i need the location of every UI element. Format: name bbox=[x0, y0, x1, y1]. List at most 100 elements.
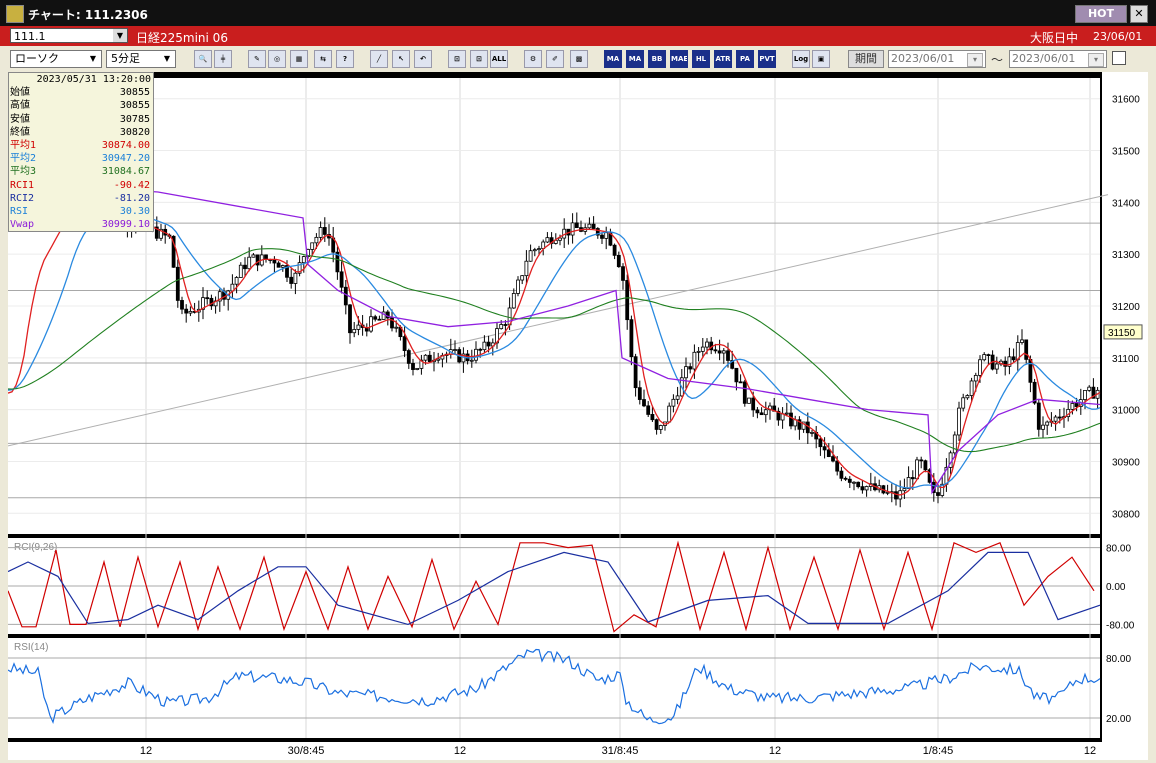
color-icon[interactable]: ▩ bbox=[570, 50, 588, 68]
candle-body bbox=[285, 265, 289, 278]
undo-icon[interactable]: ↶ bbox=[414, 50, 432, 68]
rsi-line bbox=[7, 648, 1101, 725]
candle-body bbox=[516, 279, 520, 294]
info-label: 平均1 bbox=[10, 140, 37, 152]
bb-button[interactable]: BB bbox=[648, 50, 666, 68]
code-select[interactable]: 111.1 ▼ bbox=[10, 28, 128, 43]
draw-line-icon[interactable]: ╱ bbox=[370, 50, 388, 68]
x-tick-label: 12 bbox=[769, 745, 781, 757]
tool-c-icon[interactable]: ▦ bbox=[290, 50, 308, 68]
candle-body bbox=[558, 237, 562, 241]
current-price-badge bbox=[1103, 324, 1143, 340]
date-from-value: 2023/06/01 bbox=[891, 52, 955, 65]
date-to-field[interactable]: 2023/06/01 ▾ bbox=[1009, 50, 1107, 68]
pvt-button[interactable]: PVT bbox=[758, 50, 776, 68]
candle-body bbox=[201, 297, 205, 310]
candle-body bbox=[1087, 386, 1092, 391]
tool-a-icon[interactable]: ✎ bbox=[248, 50, 266, 68]
candle-body bbox=[247, 256, 252, 270]
chevron-down-icon[interactable]: ▼ bbox=[113, 29, 127, 42]
session-date: 23/06/01 bbox=[1093, 30, 1143, 43]
candle-body bbox=[478, 348, 483, 351]
info-label: 高値 bbox=[10, 100, 30, 112]
candle-body bbox=[831, 456, 835, 462]
para-button[interactable]: PA bbox=[736, 50, 754, 68]
chevron-down-icon[interactable]: ▼ bbox=[163, 54, 171, 63]
info-value: 30999.10 bbox=[101, 219, 150, 231]
tool-b-icon[interactable]: ◎ bbox=[268, 50, 286, 68]
candle-body bbox=[789, 412, 793, 427]
candle-body bbox=[335, 251, 340, 273]
chart-type-select[interactable]: ローソク ▼ bbox=[10, 50, 102, 68]
candle-body bbox=[822, 446, 827, 451]
info-label: Vwap bbox=[10, 219, 35, 231]
rci1-line bbox=[7, 540, 1095, 633]
candle-body bbox=[301, 256, 306, 264]
chart-area[interactable]: 12 30/8:45 12 31/8:45 12 1/8:45 12 30800 30900 31… bbox=[7, 72, 1148, 760]
zoom-icon[interactable]: 🔍 bbox=[194, 50, 212, 68]
pen-icon[interactable]: ✐ bbox=[546, 50, 564, 68]
export-icon[interactable]: ▣ bbox=[812, 50, 830, 68]
candle-body bbox=[633, 356, 638, 389]
candle-body bbox=[747, 397, 751, 404]
period-button[interactable]: 期間 bbox=[848, 50, 884, 68]
candle-body bbox=[415, 367, 420, 370]
hl-button[interactable]: HL bbox=[692, 50, 710, 68]
settings-icon[interactable]: ⚙ bbox=[524, 50, 542, 68]
candle-body bbox=[994, 363, 999, 370]
candle-body bbox=[713, 349, 718, 352]
calendar-icon[interactable]: ▾ bbox=[967, 53, 983, 67]
info-value: 30874.00 bbox=[101, 140, 150, 152]
tool-d-icon[interactable]: ⇆ bbox=[314, 50, 332, 68]
candle-body bbox=[570, 222, 575, 236]
log-button[interactable]: Log bbox=[792, 50, 810, 68]
candle-body bbox=[755, 409, 760, 414]
ma-alt-button[interactable]: MA bbox=[604, 50, 622, 68]
interval-select[interactable]: 5分足 ▼ bbox=[106, 50, 176, 68]
candle-body bbox=[675, 395, 680, 400]
info-label: RCI1 bbox=[10, 179, 35, 191]
option-checkbox[interactable] bbox=[1112, 51, 1126, 65]
all-button[interactable]: ALL bbox=[490, 50, 508, 68]
candle-body bbox=[973, 374, 978, 382]
instrument-bar: 111.1 ▼ 日経225mini 06 大阪日中 23/06/01 bbox=[0, 26, 1156, 46]
candle-body bbox=[175, 266, 180, 301]
candle-body bbox=[894, 491, 898, 500]
tool-f-icon[interactable]: ⊡ bbox=[448, 50, 466, 68]
candle-body bbox=[1083, 389, 1087, 400]
candle-body bbox=[343, 286, 348, 306]
ma1-line bbox=[7, 203, 1101, 496]
candle-body bbox=[1053, 416, 1058, 422]
candle-body bbox=[1028, 358, 1033, 383]
candle-body bbox=[759, 412, 764, 416]
candle-body bbox=[171, 235, 176, 268]
hot-button[interactable]: HOT bbox=[1075, 5, 1127, 23]
app-icon bbox=[6, 5, 24, 23]
x-tick-label: 31/8:45 bbox=[602, 745, 639, 757]
ma3-line bbox=[7, 248, 1101, 453]
calendar-icon[interactable]: ▾ bbox=[1088, 53, 1104, 67]
candle-body bbox=[1036, 402, 1041, 430]
ma-button[interactable]: MA bbox=[626, 50, 644, 68]
candle-body bbox=[377, 318, 382, 321]
cursor-icon[interactable]: ╪ bbox=[214, 50, 232, 68]
ohlc-info-box: 2023/05/31 13:20:00 始値 30855 高値 30855 安値 3078… bbox=[8, 72, 154, 232]
atr-button[interactable]: ATR bbox=[714, 50, 732, 68]
ma2-line bbox=[7, 209, 1101, 489]
candle-body bbox=[982, 354, 987, 361]
chevron-down-icon[interactable]: ▼ bbox=[89, 54, 97, 63]
info-row: 高値 30855 bbox=[9, 99, 153, 112]
tool-e-icon[interactable]: ? bbox=[336, 50, 354, 68]
arrow-icon[interactable]: ↖ bbox=[392, 50, 410, 68]
trend-line bbox=[7, 194, 1109, 447]
candle-body bbox=[537, 248, 541, 251]
candle-body bbox=[688, 366, 693, 370]
window-titlebar: チャート: 111.2306 HOT ✕ bbox=[0, 0, 1156, 26]
info-label: 安値 bbox=[10, 113, 30, 125]
mae-button[interactable]: MAE bbox=[670, 50, 688, 68]
chart-svg[interactable]: 12 30/8:45 12 31/8:45 12 1/8:45 12 30800 30900 31… bbox=[7, 72, 1148, 760]
tool-g-icon[interactable]: ⊡ bbox=[470, 50, 488, 68]
candle-body bbox=[915, 459, 919, 480]
close-icon[interactable]: ✕ bbox=[1130, 5, 1148, 23]
date-from-field[interactable]: 2023/06/01 ▾ bbox=[888, 50, 986, 68]
